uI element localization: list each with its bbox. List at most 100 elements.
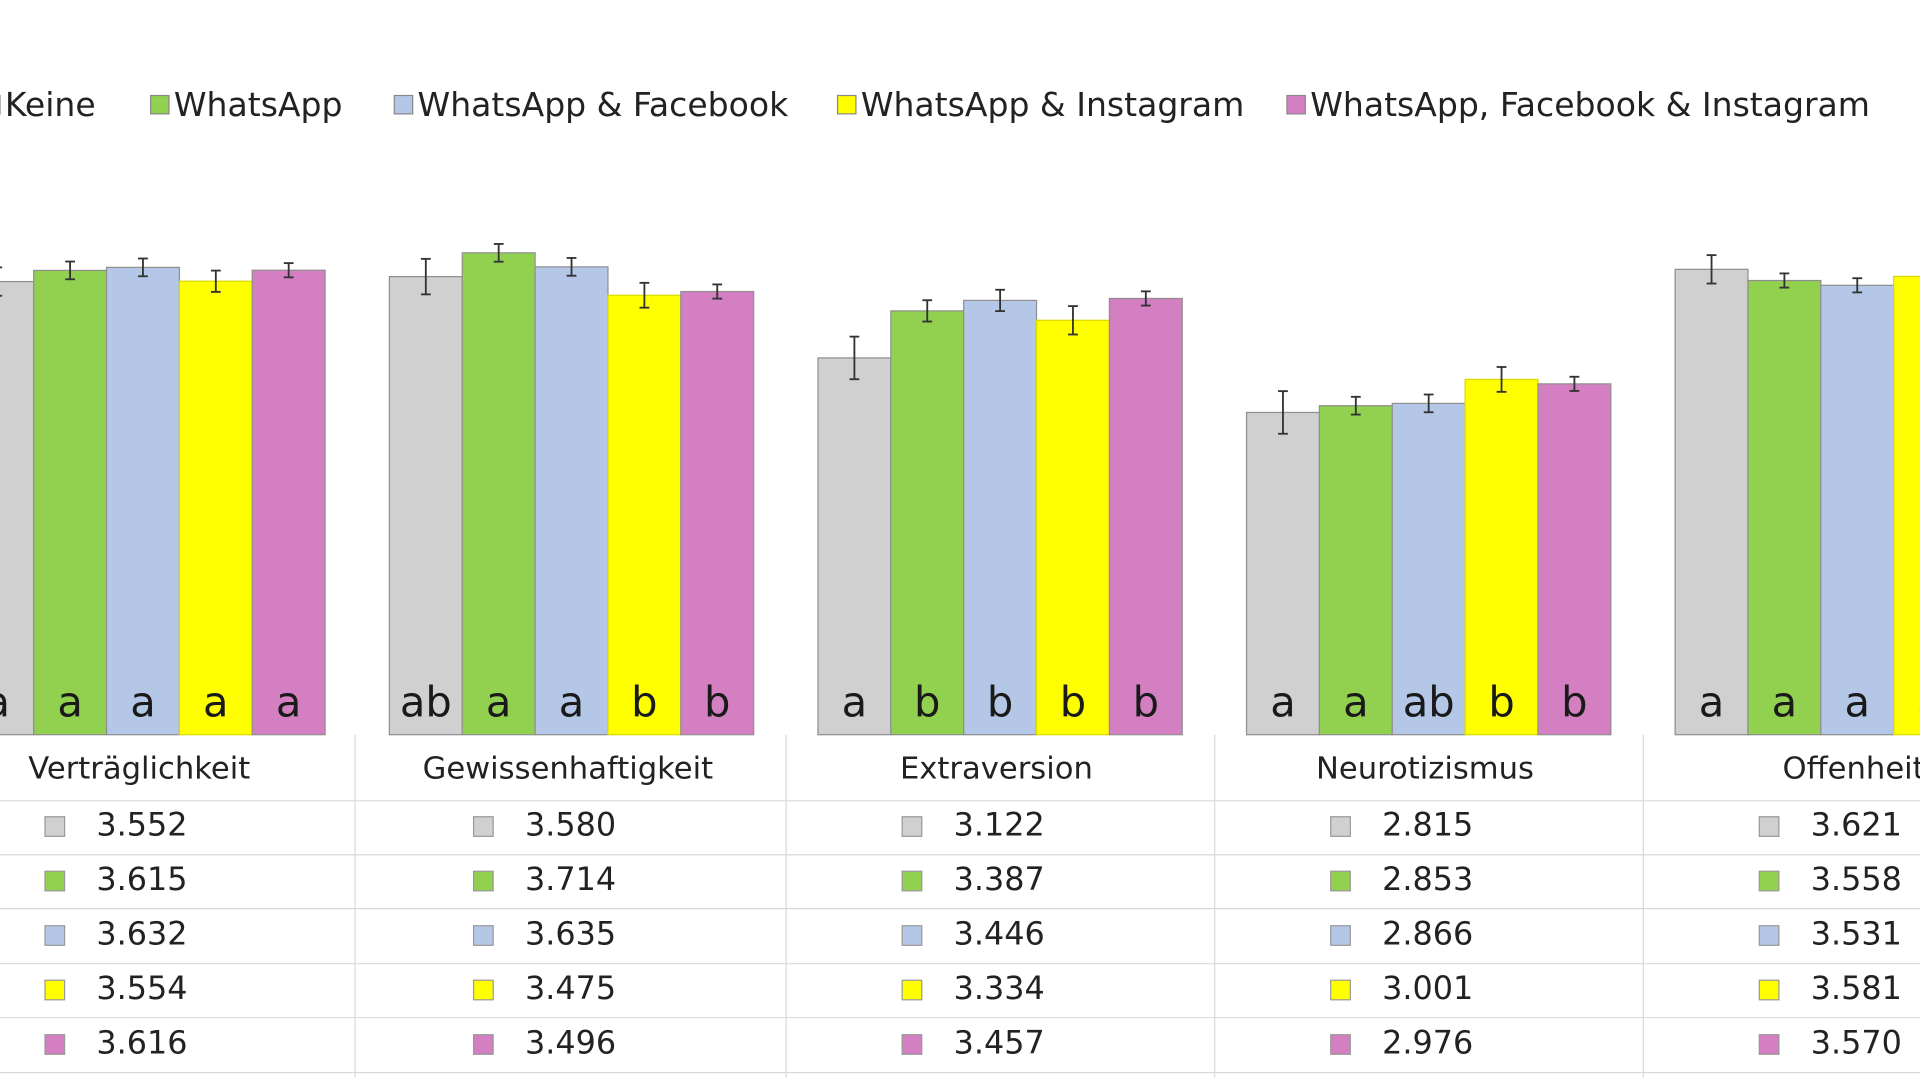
table-swatch: [901, 925, 923, 946]
table-value: 3.001: [1382, 969, 1473, 1007]
table-swatch: [901, 870, 923, 892]
table-swatch: [44, 979, 66, 1001]
group-letter: a: [57, 677, 83, 726]
table-swatch: [1330, 870, 1351, 892]
table-value: 3.580: [525, 806, 616, 844]
table-swatch: [901, 1034, 923, 1055]
table-swatch: [472, 816, 494, 837]
table-swatch: [1330, 816, 1351, 837]
table-swatch: [1330, 1034, 1351, 1055]
group-letter: b: [914, 677, 940, 726]
bar: [963, 299, 1038, 736]
error-bar: [420, 257, 431, 296]
group-letter: a: [1772, 677, 1798, 726]
group-letter: b: [987, 677, 1013, 726]
bar: [534, 266, 609, 736]
error-bar: [1350, 395, 1361, 416]
bar: [0, 280, 35, 736]
error-bar: [1140, 290, 1151, 307]
error-bar: [138, 257, 148, 278]
error-bar: [639, 281, 650, 309]
error-bar: [922, 299, 933, 323]
bar: [817, 357, 892, 736]
table-swatch: [1758, 1034, 1780, 1055]
table-swatch: [901, 816, 923, 837]
error-bar: [0, 266, 3, 297]
table-value: 2.853: [1382, 860, 1473, 898]
table-swatch: [1758, 870, 1780, 892]
bar: [1035, 319, 1111, 736]
bar: [33, 269, 108, 736]
bar: [1820, 284, 1895, 736]
table-value: 3.475: [525, 969, 616, 1007]
legend-swatch: [150, 94, 170, 115]
bar: [607, 294, 682, 736]
bar: [105, 266, 181, 736]
bar: [251, 269, 326, 736]
bar: [388, 276, 463, 736]
table-value: 3.581: [1811, 969, 1902, 1007]
table-value: 2.866: [1382, 915, 1473, 953]
table-value: 3.387: [954, 860, 1045, 898]
group-letter: a: [842, 677, 868, 726]
table-value: 3.621: [1811, 806, 1902, 844]
group-letter: a: [0, 677, 10, 726]
table-value: 3.616: [96, 1023, 187, 1061]
group-letter: a: [1917, 677, 1920, 726]
table-swatch: [472, 1034, 494, 1055]
error-bar: [849, 335, 860, 381]
table-value: 3.531: [1811, 915, 1902, 953]
bar: [1108, 297, 1183, 736]
table-swatch: [1758, 816, 1780, 837]
bar: [890, 310, 965, 736]
group-letter: a: [276, 677, 302, 726]
legend-swatch: [393, 94, 414, 115]
table-header: Offenheit: [1783, 752, 1920, 787]
group-letter: ab: [400, 677, 452, 726]
table-value: 3.554: [96, 969, 187, 1007]
group-letter: b: [1561, 677, 1587, 726]
error-bar: [210, 269, 221, 293]
table-swatch: [44, 870, 66, 892]
legend-swatch: [836, 94, 857, 115]
table-swatch: [901, 979, 923, 1001]
group-letter: ab: [1403, 677, 1455, 726]
group-letter: b: [631, 677, 657, 726]
table-swatch: [472, 925, 494, 946]
table-swatch: [1330, 979, 1351, 1001]
table-value: 2.815: [1382, 806, 1473, 844]
table-value: 3.122: [954, 806, 1045, 844]
bar: [1245, 411, 1321, 736]
error-bar: [1496, 366, 1507, 393]
bar: [680, 290, 755, 736]
legend-label: WhatsApp & Instagram: [861, 85, 1245, 124]
group-letter: a: [1699, 677, 1725, 726]
group-letter: b: [1060, 677, 1086, 726]
error-bar: [1423, 393, 1434, 414]
table-value: 3.615: [96, 860, 187, 898]
table-swatch: [44, 1034, 66, 1055]
table-value: 3.496: [525, 1023, 616, 1061]
table-swatch: [1758, 925, 1780, 946]
table-value: 3.635: [525, 915, 616, 953]
group-letter: b: [1488, 677, 1514, 726]
error-bar: [283, 262, 294, 279]
table-swatch: [1330, 925, 1351, 946]
bar: [178, 280, 253, 736]
group-letter: a: [1270, 677, 1296, 726]
table-value: 3.558: [1811, 860, 1902, 898]
bar: [1391, 402, 1466, 736]
table-header: Neurotizismus: [1316, 752, 1534, 787]
table-swatch: [472, 870, 494, 892]
error-bar: [1278, 390, 1288, 435]
table-swatch: [44, 816, 66, 837]
table-header: Extraversion: [900, 752, 1093, 787]
group-letter: b: [1133, 677, 1159, 726]
bar: [1464, 378, 1539, 736]
legend-label: WhatsApp & Facebook: [418, 85, 790, 124]
legend-label: Keine: [5, 85, 96, 124]
table-value: 3.632: [96, 915, 187, 953]
error-bar: [1068, 305, 1078, 336]
